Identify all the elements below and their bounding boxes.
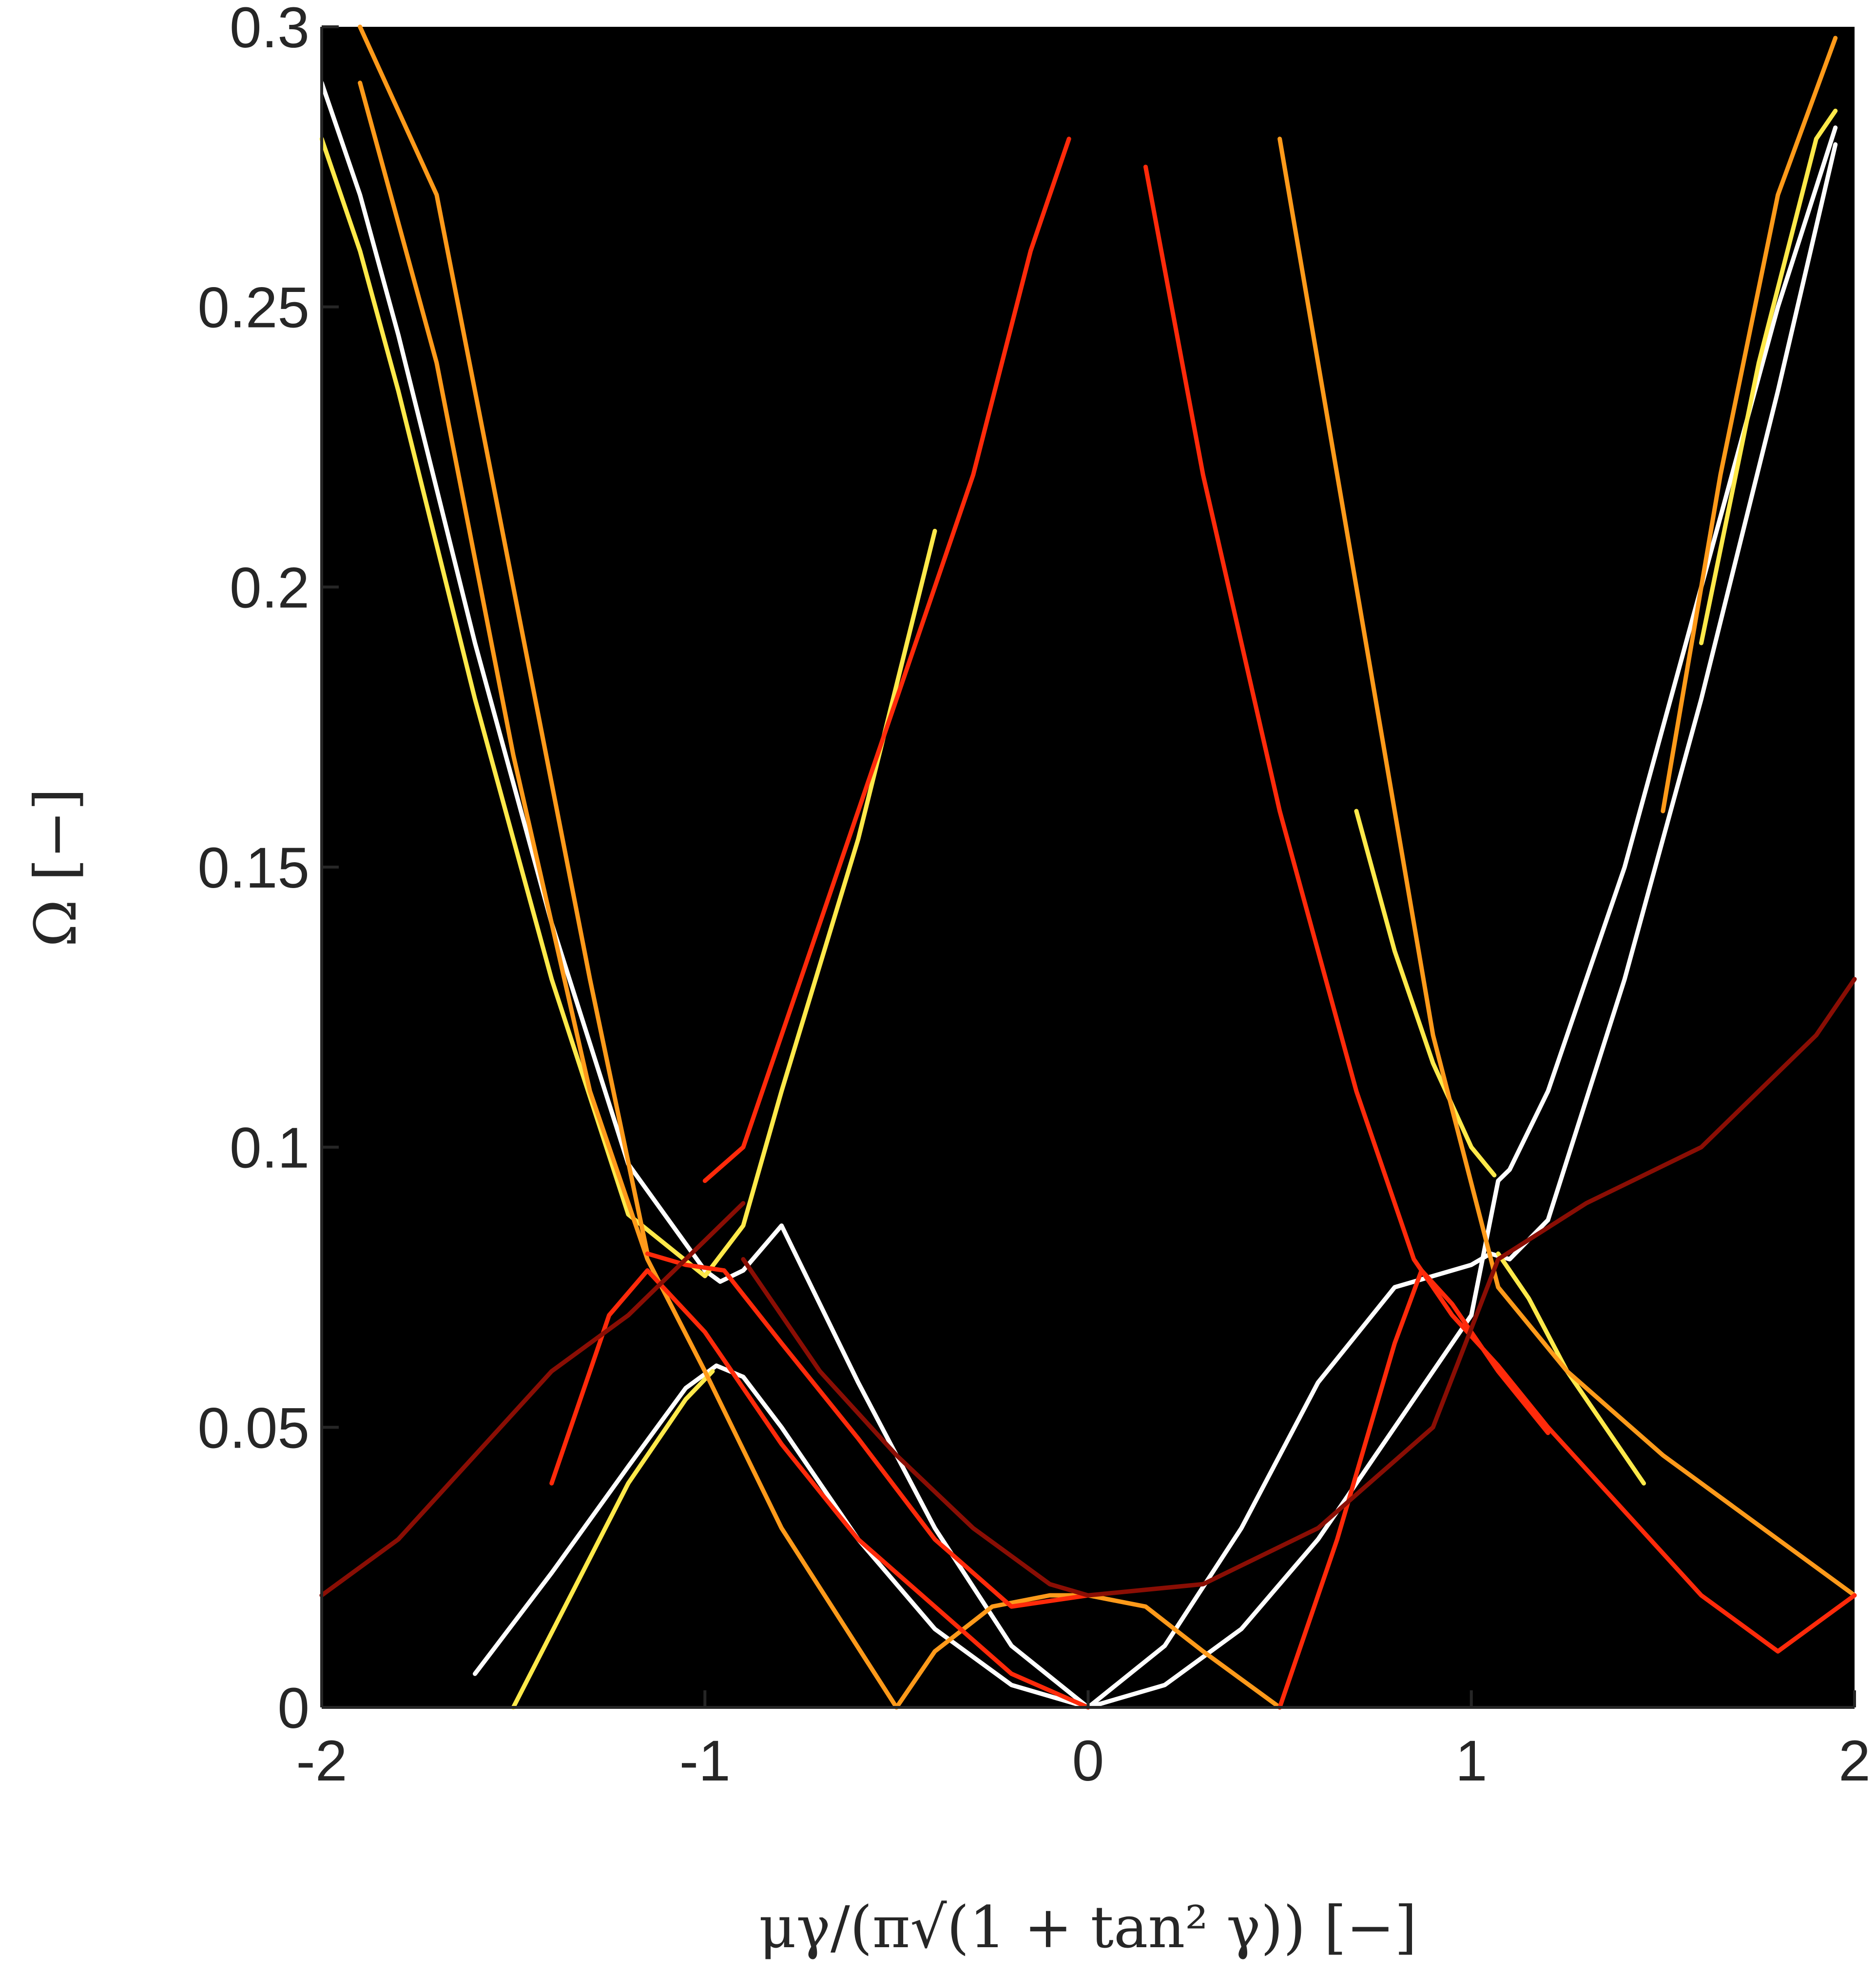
series-layer: [319, 24, 1857, 1710]
series-line-19: [741, 1257, 1090, 1598]
series-line-14: [702, 136, 1071, 1183]
series-line-12: [1661, 36, 1838, 813]
tick-labels: -2 -1 0 1 2 0 0.05 0.1 0.15 0.2 0.25 0.3: [197, 0, 1870, 1793]
y-axis-label: Ω [−]: [22, 788, 89, 947]
y-tick-label: 0.25: [197, 276, 309, 340]
y-tick-label: 0.05: [197, 1396, 309, 1460]
series-line-4: [511, 1369, 715, 1710]
x-tick-label: -1: [679, 1729, 731, 1793]
series-line-1: [319, 80, 1838, 1710]
x-tick-label: 2: [1838, 1729, 1871, 1793]
series-line-11: [1277, 136, 1857, 1598]
series-line-13: [549, 1268, 1090, 1710]
y-tick-label: 0.15: [197, 836, 309, 900]
series-line-3: [319, 136, 937, 1278]
plot-background: [322, 27, 1855, 1707]
x-axis-label: μγ/(π√(1 + tan² γ)) [−]: [759, 1894, 1417, 1961]
series-line-8: [358, 80, 899, 1710]
series-line-17: [1277, 1268, 1550, 1710]
y-tick-label: 0.1: [230, 1116, 309, 1181]
axes-layer: [320, 25, 1856, 1709]
series-line-20: [1086, 977, 1857, 1598]
series-line-7: [1699, 108, 1838, 645]
series-line-15: [645, 1251, 1090, 1609]
y-tick-label: 0.3: [230, 0, 309, 60]
y-tick-label: 0: [277, 1676, 309, 1741]
x-tick-label: 1: [1455, 1729, 1488, 1793]
x-tick-label: 0: [1072, 1729, 1104, 1793]
x-tick-label: -2: [296, 1729, 348, 1793]
y-tick-label: 0.2: [230, 556, 309, 620]
series-line-10: [894, 1593, 1282, 1710]
series-line-5: [1354, 809, 1497, 1178]
series-line-9: [358, 24, 650, 1256]
series-line-18: [319, 1201, 746, 1598]
